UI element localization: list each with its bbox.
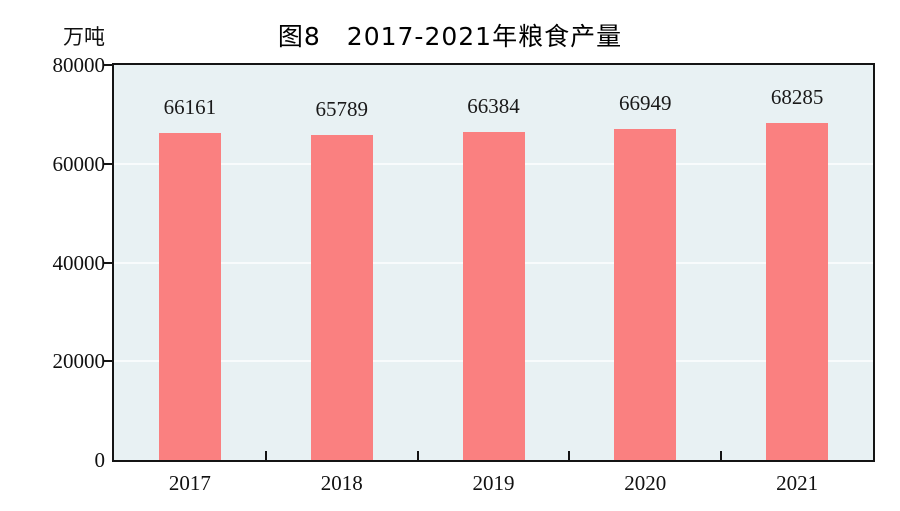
y-tick [103,261,112,264]
x-tick [720,451,723,460]
chart-title: 图8 2017-2021年粮食产量 [277,22,623,51]
bar-value-label: 68285 [770,84,824,109]
y-tick-label: 0 [94,448,106,472]
x-tick [416,451,419,460]
bar [462,132,525,460]
y-tick-label: 40000 [52,250,106,275]
x-category-label: 2019 [472,471,515,495]
bar [158,133,221,460]
y-tick [103,64,112,66]
y-axis: 0 20000 40000 60000 80000 [0,53,106,472]
x-axis: 2017 2018 2019 2020 2021 [114,470,873,500]
plot-area: 66161 65789 66384 66949 68285 [103,63,875,462]
x-category-label: 2018 [320,471,363,495]
y-tick-label: 60000 [52,151,106,176]
y-tick [103,360,112,363]
x-category-label: 2017 [168,471,211,495]
bar-value-label: 66949 [619,91,672,116]
bar [310,135,373,460]
bar-value-label: 66384 [467,94,520,119]
x-category-label: 2021 [776,471,819,495]
x-tick [568,451,571,460]
bar [614,129,677,460]
bar-value-label: 66161 [163,95,217,120]
y-tick-label: 20000 [52,349,106,374]
bar [766,122,829,460]
y-tick-label: 80000 [52,53,106,77]
x-tick [264,451,267,460]
x-category-label: 2020 [624,471,667,495]
bar-value-label: 65789 [315,97,368,122]
y-tick [103,162,112,165]
y-axis-unit-label: 万吨 [63,25,105,49]
